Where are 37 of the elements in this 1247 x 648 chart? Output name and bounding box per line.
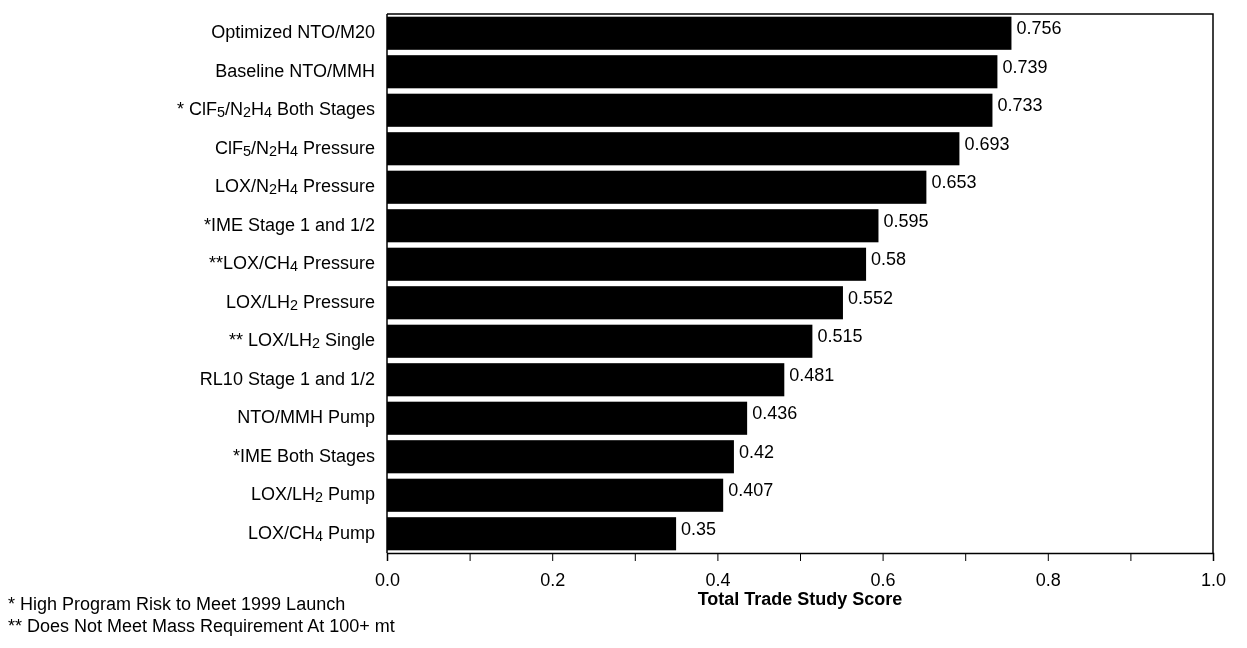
- y-tick-label: **LOX/CH$_{4}$ Pressure: [208, 253, 375, 275]
- data-label: 0.481: [789, 364, 835, 385]
- y-tick-label: Baseline NTO/MMH: [215, 60, 375, 81]
- y-tick-label: *IME Both Stages: [232, 445, 375, 466]
- data-label: 0.35: [681, 518, 717, 539]
- data-label: 0.515: [817, 326, 863, 346]
- text: ** Does Not Meet Mass Requirement At 100+ mt: [8, 616, 395, 636]
- data-label: 0.58: [871, 249, 907, 269]
- data-label: 0.436: [752, 403, 798, 423]
- y-tick-label: LOX/LH$_{2}$ Pressure: [225, 291, 375, 314]
- x-tick-label: 0.2: [540, 569, 566, 590]
- y-tick-label: LOX/CH$_{4}$ Pump: [247, 522, 375, 545]
- x-axis-title: Total Trade Study Score: [697, 589, 903, 609]
- y-tick-label: RL10 Stage 1 and 1/2: [199, 368, 375, 389]
- y-tick-label: ** LOX/LH$_{2}$ Single: [228, 330, 375, 352]
- y-tick-label: LOX/LH$_{2}$ Pump: [250, 484, 375, 506]
- y-tick-label: NTO/MMH Pump: [237, 407, 375, 427]
- y-tick-label: * ClF$_{5}$/N$_{2}$H$_{4}$ Both Stages: [176, 99, 375, 121]
- x-tick-label: 1.0: [1200, 569, 1227, 590]
- data-label: 0.733: [997, 95, 1043, 115]
- y-tick-label: *IME Stage 1 and 1/2: [203, 214, 375, 235]
- data-label: 0.653: [931, 172, 977, 192]
- data-label: 0.756: [1016, 18, 1062, 38]
- data-label: 0.42: [738, 441, 774, 462]
- text: * High Program Risk to Meet 1999 Launch: [8, 594, 346, 614]
- data-label: 0.693: [964, 133, 1010, 154]
- data-label: 0.407: [728, 480, 774, 500]
- data-label: 0.739: [1002, 56, 1048, 77]
- x-tick-label: 0.8: [1035, 569, 1061, 590]
- x-tick-label: 0.4: [705, 569, 731, 590]
- data-label: 0.595: [883, 210, 929, 231]
- y-tick-label: LOX/N$_{2}$H$_{4}$ Pressure: [214, 176, 375, 198]
- data-label: 0.552: [847, 287, 893, 308]
- y-tick-label: Optimized NTO/M20: [211, 22, 375, 42]
- x-tick-label: 0.6: [870, 569, 896, 590]
- y-tick-label: ClF$_{5}$/N$_{2}$H$_{4}$ Pressure: [214, 137, 375, 160]
- x-tick-label: 0.0: [374, 569, 401, 590]
